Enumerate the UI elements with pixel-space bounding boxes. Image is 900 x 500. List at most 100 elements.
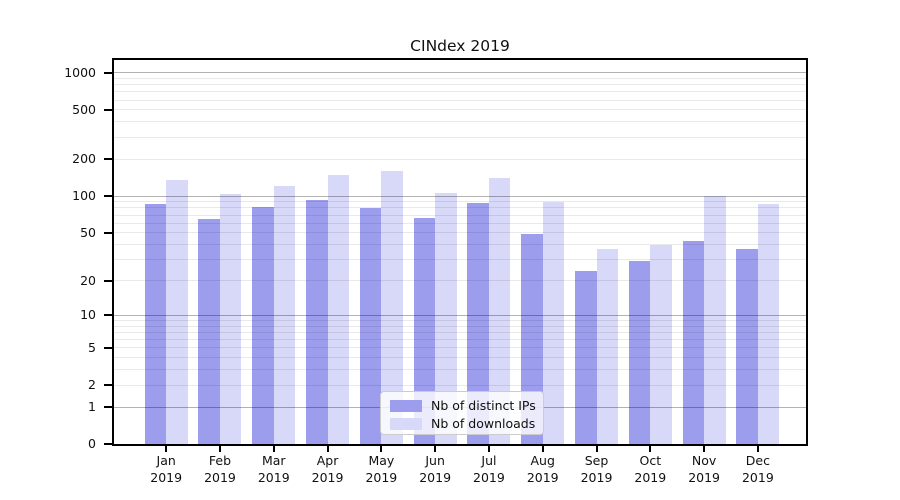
bar-distinct-ips-jun [413, 218, 436, 444]
x-tick-mark [218, 446, 221, 452]
plot-frame [112, 58, 808, 446]
bar-downloads-jun [435, 193, 457, 444]
minor-gridline [114, 222, 806, 224]
bar-distinct-ips-oct [628, 261, 651, 444]
legend-label-distinct-ips: Nb of distinct IPs [431, 398, 536, 413]
x-tick-mark [756, 446, 759, 452]
y-tick-mark [104, 443, 112, 446]
y-tick-mark [104, 108, 112, 111]
bar-downloads-nov [704, 195, 726, 444]
bar-downloads-jan [166, 180, 188, 444]
x-tick-mark [649, 446, 652, 452]
y-tick-mark [104, 231, 112, 234]
minor-gridline [114, 207, 806, 209]
y-tick-mark [104, 384, 112, 387]
x-tick-label: Jun 2019 [419, 453, 452, 485]
bar-distinct-ips-may [359, 207, 382, 444]
major-gridline [114, 314, 806, 316]
x-tick-label: Dec 2019 [741, 453, 774, 485]
major-gridline [114, 72, 806, 74]
minor-gridline [114, 109, 806, 111]
x-tick-mark [380, 446, 383, 452]
y-tick-mark [104, 71, 112, 74]
legend-label-downloads: Nb of downloads [431, 416, 536, 431]
minor-gridline [114, 319, 806, 321]
legend-swatch-downloads-icon [390, 417, 422, 430]
minor-gridline [114, 259, 806, 261]
bar-downloads-apr [327, 175, 350, 444]
y-tick-label: 0 [88, 436, 96, 452]
y-tick-mark [104, 279, 112, 282]
minor-gridline [114, 77, 806, 79]
minor-gridline [114, 121, 806, 123]
minor-gridline [114, 357, 806, 359]
minor-gridline [114, 384, 806, 386]
x-tick-mark [703, 446, 706, 452]
major-gridline [114, 195, 806, 197]
x-tick-label: Feb 2019 [204, 453, 236, 485]
y-tick-label: 50 [80, 224, 96, 240]
bar-downloads-aug [542, 201, 565, 444]
x-tick-mark [434, 446, 437, 452]
y-tick-label: 500 [72, 101, 96, 117]
minor-gridline [114, 244, 806, 246]
bar-distinct-ips-dec [736, 248, 758, 444]
x-tick-mark [487, 446, 490, 452]
bar-downloads-sep [596, 248, 619, 444]
minor-gridline [114, 280, 806, 282]
y-tick-label: 20 [80, 272, 96, 288]
y-tick-mark [104, 406, 112, 409]
minor-gridline [114, 201, 806, 203]
minor-gridline [114, 91, 806, 93]
minor-gridline [114, 232, 806, 234]
x-tick-label: Jul 2019 [473, 453, 505, 485]
y-tick-mark [104, 195, 112, 198]
bar-distinct-ips-apr [306, 199, 328, 444]
minor-gridline [114, 331, 806, 333]
bar-distinct-ips-jan [144, 204, 167, 444]
y-tick-mark [104, 314, 112, 317]
minor-gridline [114, 214, 806, 216]
x-tick-mark [541, 446, 544, 452]
x-tick-label: May 2019 [365, 453, 398, 485]
x-tick-label: Mar 2019 [257, 453, 290, 485]
legend-item-downloads: Nb of downloads [390, 415, 536, 432]
y-tick-label: 10 [80, 307, 96, 323]
bar-downloads-feb [219, 193, 242, 444]
y-tick-mark [104, 158, 112, 161]
bar-downloads-oct [650, 244, 672, 444]
bar-distinct-ips-nov [682, 240, 705, 444]
y-tick-label: 5 [88, 339, 96, 355]
minor-gridline [114, 136, 806, 138]
minor-gridline [114, 339, 806, 341]
bar-downloads-may [381, 170, 403, 444]
y-tick-label: 200 [72, 151, 96, 167]
bar-distinct-ips-feb [198, 218, 220, 444]
legend: Nb of distinct IPs Nb of downloads [380, 391, 544, 435]
x-tick-label: Oct 2019 [634, 453, 667, 485]
bar-distinct-ips-sep [575, 271, 597, 444]
bar-downloads-dec [757, 204, 780, 444]
minor-gridline [114, 84, 806, 86]
y-tick-label: 1 [88, 399, 96, 415]
x-tick-mark [272, 446, 275, 452]
x-tick-label: Jan 2019 [150, 453, 183, 485]
bar-downloads-mar [273, 185, 296, 444]
y-tick-mark [104, 346, 112, 349]
x-tick-mark [595, 446, 598, 452]
minor-gridline [114, 325, 806, 327]
bar-distinct-ips-mar [252, 206, 274, 444]
bar-distinct-ips-jul [467, 202, 489, 444]
legend-item-distinct-ips: Nb of distinct IPs [390, 397, 536, 414]
y-tick-label: 2 [88, 377, 96, 393]
minor-gridline [114, 347, 806, 349]
legend-swatch-distinct-ips-icon [390, 399, 422, 412]
y-tick-label: 1000 [64, 64, 96, 80]
chart-title: CINdex 2019 [410, 37, 510, 55]
minor-gridline [114, 99, 806, 101]
x-tick-label: Nov 2019 [688, 453, 720, 485]
x-tick-label: Apr 2019 [311, 453, 344, 485]
y-tick-label: 100 [72, 188, 96, 204]
x-tick-label: Aug 2019 [526, 453, 559, 485]
